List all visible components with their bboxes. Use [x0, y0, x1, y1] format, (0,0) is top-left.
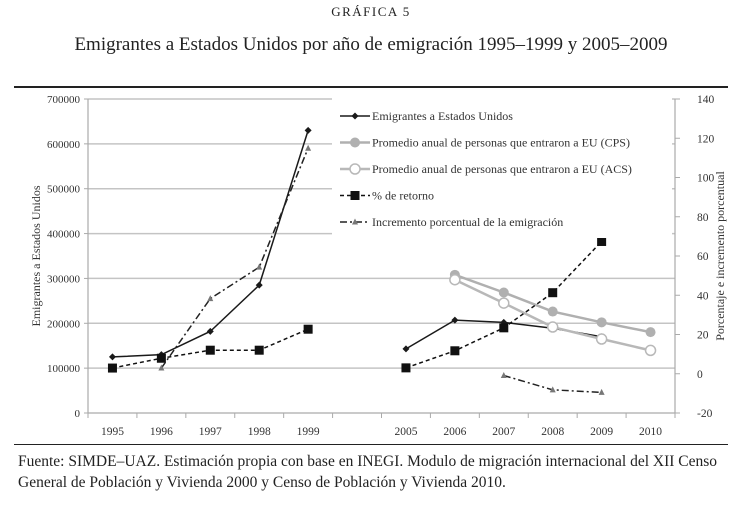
circle-marker	[596, 317, 607, 328]
open-circle-marker	[498, 297, 510, 309]
square-marker	[107, 363, 117, 373]
x-tick-label: 2006	[443, 426, 466, 438]
square-marker	[205, 345, 215, 355]
triangle-marker	[549, 386, 556, 393]
diamond-marker	[255, 281, 263, 289]
y2-tick-label: 100	[697, 173, 715, 185]
diamond-marker	[108, 353, 116, 361]
diamond-marker	[304, 126, 312, 134]
chart-kicker: GRÁFICA 5	[331, 4, 411, 19]
circle-marker	[547, 306, 558, 317]
square-marker	[499, 323, 509, 333]
series-2	[449, 273, 657, 357]
triangle-marker	[158, 364, 165, 371]
legend-label: Promedio anual de personas que entraron …	[372, 136, 630, 150]
square-marker	[548, 288, 558, 298]
open-circle-marker	[449, 273, 461, 286]
open-circle-marker	[349, 163, 361, 175]
triangle-marker	[500, 372, 507, 379]
x-tick-label: 2008	[541, 426, 564, 438]
x-tick-label: 2005	[394, 426, 417, 438]
diamond-marker	[402, 345, 410, 353]
x-tick-label: 1998	[248, 426, 271, 438]
square-marker	[303, 324, 313, 334]
y-tick-label: 500000	[47, 184, 81, 196]
series-line	[160, 147, 309, 369]
legend-box	[332, 98, 672, 238]
y2-tick-label: 40	[697, 290, 709, 302]
source-note: Fuente: SIMDE–UAZ. Estimación propia con…	[18, 453, 718, 491]
x-tick-label: 1996	[150, 426, 173, 438]
open-circle-marker	[644, 344, 657, 357]
legend-label: Promedio anual de personas que entraron …	[372, 162, 632, 176]
y-tick-label: 700000	[47, 94, 81, 106]
square-marker	[350, 191, 360, 200]
y-tick-label: 400000	[47, 229, 81, 241]
triangle-marker	[256, 263, 263, 270]
triangle-marker	[305, 144, 312, 151]
y-tick-label: 300000	[47, 273, 81, 285]
circle-marker	[498, 287, 509, 298]
y2-tick-label: 80	[697, 212, 709, 224]
diamond-marker	[451, 316, 459, 324]
y-tick-label: 0	[75, 408, 81, 420]
y2-tick-label: 140	[697, 94, 715, 106]
legend-label: Incremento porcentual de la emigración	[372, 215, 563, 229]
y2-tick-label: 0	[697, 369, 703, 381]
x-tick-label: 1997	[199, 426, 222, 438]
bottom-rule	[14, 444, 728, 445]
top-rule	[14, 86, 728, 88]
square-marker	[597, 236, 607, 246]
y2-axis-label: Porcentaje e incremento porcentual	[713, 171, 727, 341]
y2-tick-label: 60	[697, 251, 709, 263]
legend-label: % de retorno	[372, 189, 434, 203]
chart-title: Emigrantes a Estados Unidos por año de e…	[74, 34, 668, 55]
circle-marker	[645, 327, 656, 338]
series-4	[158, 144, 605, 395]
x-tick-label: 1995	[101, 426, 124, 438]
series-3	[107, 236, 607, 373]
y2-tick-label: 120	[697, 133, 715, 145]
square-marker	[254, 345, 264, 355]
x-tick-label: 2010	[639, 426, 662, 438]
circle-marker	[350, 137, 360, 148]
triangle-marker	[598, 388, 605, 395]
diamond-marker	[206, 327, 214, 335]
y-tick-label: 200000	[47, 318, 81, 330]
y-axis-label: Emigrantes a Estados Unidos	[29, 185, 43, 326]
triangle-marker	[352, 218, 358, 225]
y2-tick-label: 20	[697, 330, 709, 342]
square-marker	[450, 346, 460, 356]
diamond-marker	[351, 112, 359, 120]
square-marker	[156, 353, 166, 363]
triangle-marker	[207, 295, 214, 302]
y-tick-label: 600000	[47, 139, 81, 151]
x-tick-label: 1999	[297, 426, 320, 438]
open-circle-marker	[546, 321, 559, 333]
legend-label: Emigrantes a Estados Unidos	[372, 109, 513, 123]
open-circle-marker	[595, 333, 608, 345]
square-marker	[401, 363, 411, 373]
legend: Emigrantes a Estados Unidos Promedio anua…	[332, 98, 672, 238]
y2-tick-label: -20	[697, 408, 713, 420]
x-tick-label: 2009	[590, 426, 613, 438]
x-tick-label: 2007	[492, 426, 515, 438]
y-tick-label: 100000	[47, 363, 81, 375]
